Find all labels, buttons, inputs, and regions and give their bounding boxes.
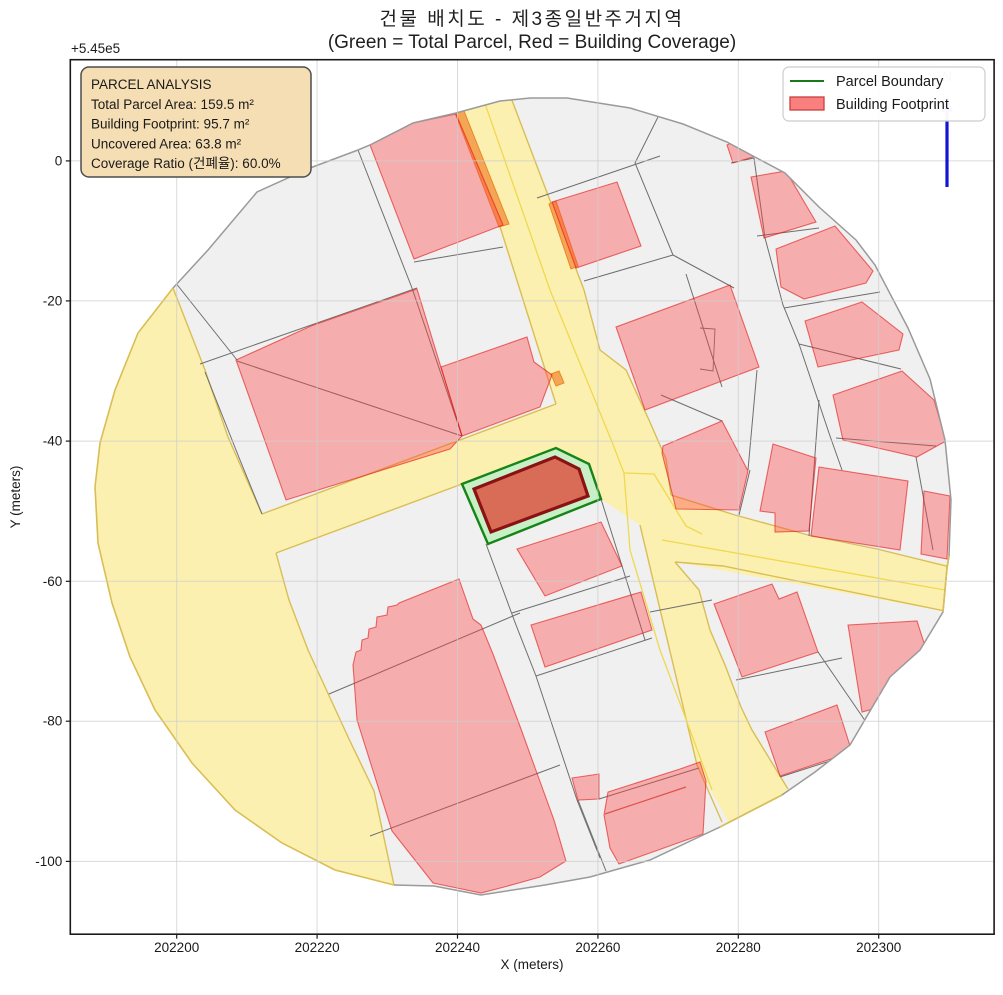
svg-text:Building Footprint: Building Footprint — [836, 97, 949, 113]
svg-text:202280: 202280 — [716, 940, 761, 955]
svg-text:-40: -40 — [43, 434, 63, 449]
svg-text:Uncovered Area: 63.8 m²: Uncovered Area: 63.8 m² — [91, 136, 242, 151]
svg-text:Parcel Boundary: Parcel Boundary — [836, 74, 944, 90]
svg-text:202260: 202260 — [575, 940, 620, 955]
svg-text:+5.45e5: +5.45e5 — [71, 41, 120, 56]
svg-text:-100: -100 — [35, 854, 62, 869]
svg-text:Coverage Ratio (건폐율): 60.0%: Coverage Ratio (건폐율): 60.0% — [91, 156, 281, 171]
svg-text:202200: 202200 — [154, 940, 199, 955]
svg-text:Building Footprint: 95.7 m²: Building Footprint: 95.7 m² — [91, 117, 250, 132]
svg-text:-60: -60 — [43, 574, 63, 589]
svg-text:202220: 202220 — [295, 940, 340, 955]
svg-text:PARCEL ANALYSIS: PARCEL ANALYSIS — [91, 77, 212, 92]
svg-text:202300: 202300 — [856, 940, 901, 955]
svg-text:Total Parcel Area: 159.5 m²: Total Parcel Area: 159.5 m² — [91, 97, 254, 112]
svg-text:-20: -20 — [43, 293, 63, 308]
svg-text:Y (meters): Y (meters) — [8, 466, 23, 529]
svg-text:0: 0 — [55, 153, 63, 168]
svg-text:X (meters): X (meters) — [500, 957, 563, 972]
svg-text:-80: -80 — [43, 714, 63, 729]
svg-text:건물 배치도 - 제3종일반주거지역: 건물 배치도 - 제3종일반주거지역 — [380, 8, 685, 30]
svg-text:202240: 202240 — [435, 940, 480, 955]
svg-text:(Green = Total Parcel, Red = B: (Green = Total Parcel, Red = Building Co… — [328, 32, 736, 53]
